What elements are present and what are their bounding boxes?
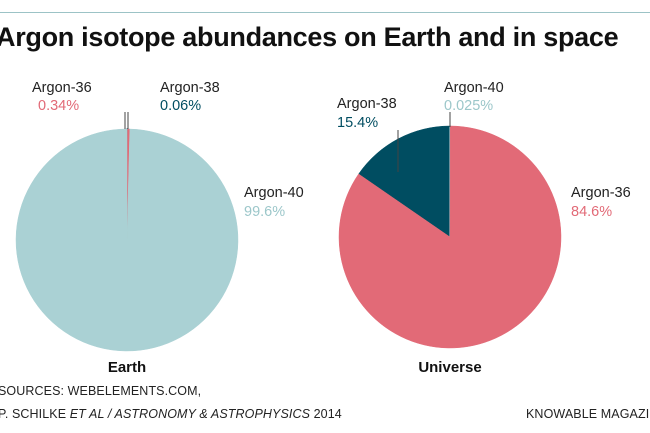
universe-chart-label: Universe bbox=[418, 359, 481, 376]
credit-knowable-magazine: KNOWABLE MAGAZINE bbox=[526, 407, 650, 421]
earth-argon36-value: 0.34% bbox=[38, 98, 79, 114]
top-rule bbox=[0, 12, 650, 13]
sources-line-2-suffix: 2014 bbox=[310, 407, 342, 421]
earth-argon38-value: 0.06% bbox=[160, 98, 201, 114]
sources-line-2-italic: ET AL / ASTRONOMY & ASTROPHYSICS bbox=[69, 407, 311, 421]
earth-argon40-name: Argon-40 bbox=[244, 185, 304, 201]
universe-argon36-value: 84.6% bbox=[571, 204, 612, 220]
earth-slice-argon-40 bbox=[15, 128, 239, 352]
universe-argon40-value: 0.025% bbox=[444, 98, 493, 114]
earth-argon40-value: 99.6% bbox=[244, 204, 285, 220]
earth-pie: Argon-36 0.34% Argon-38 0.06% Argon-40 9… bbox=[15, 80, 304, 376]
universe-slice-argon-36 bbox=[338, 125, 562, 349]
chart-title: Argon isotope abundances on Earth and in… bbox=[0, 22, 619, 52]
earth-chart-label: Earth bbox=[108, 359, 146, 376]
earth-argon36-name: Argon-36 bbox=[32, 80, 92, 96]
universe-argon36-name: Argon-36 bbox=[571, 185, 631, 201]
earth-argon38-name: Argon-38 bbox=[160, 80, 220, 96]
universe-argon38-name: Argon-38 bbox=[337, 96, 397, 112]
universe-pie: Argon-38 15.4% Argon-40 0.025% Argon-36 … bbox=[337, 80, 631, 376]
sources-line-1: SOURCES: WEBELEMENTS.COM, bbox=[0, 384, 202, 398]
sources-line-2: P. SCHILKE ET AL / ASTRONOMY & ASTROPHYS… bbox=[0, 407, 342, 421]
universe-argon40-name: Argon-40 bbox=[444, 80, 504, 96]
sources-line-2-prefix: P. SCHILKE bbox=[0, 407, 70, 421]
universe-argon38-value: 15.4% bbox=[337, 115, 378, 131]
